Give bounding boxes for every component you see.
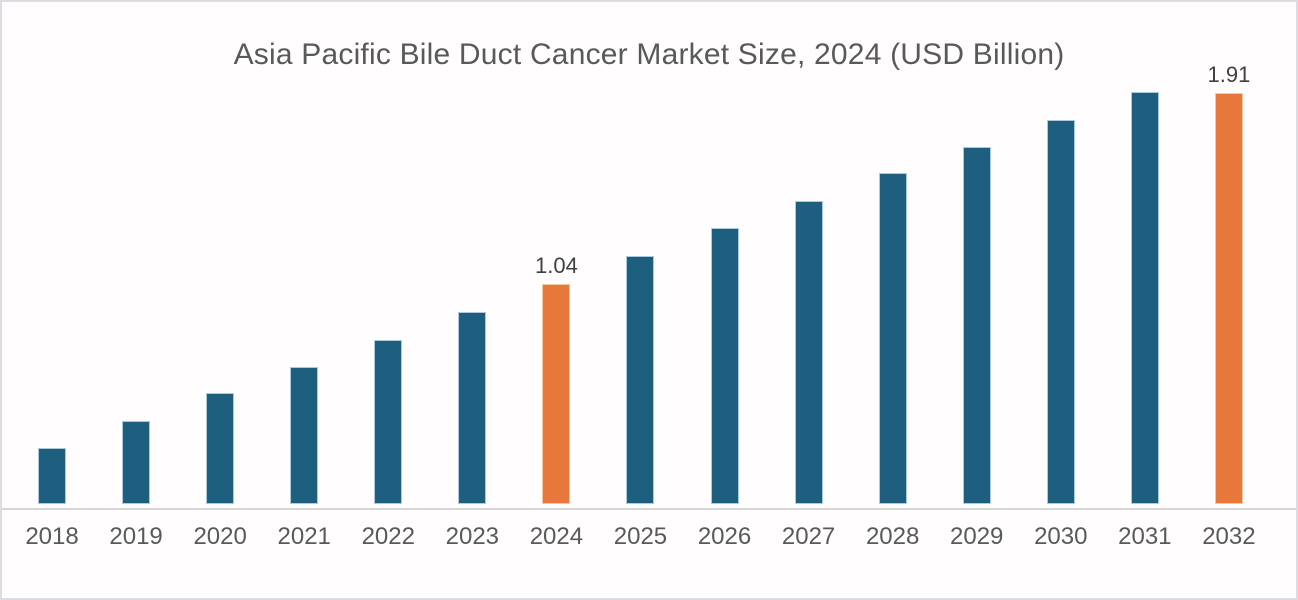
x-axis-label-2020: 2020 [193, 523, 247, 550]
bar-column-2032: 1.91 [1187, 64, 1271, 504]
bar-column-2023 [430, 64, 514, 504]
x-axis-label-2032: 2032 [1202, 523, 1256, 550]
bar-2026 [710, 228, 739, 504]
bar-2022 [374, 339, 403, 504]
bar-2031 [1130, 91, 1159, 504]
data-label-2024: 1.04 [534, 253, 578, 278]
bar-column-2028 [851, 64, 935, 504]
bar-2032 [1214, 93, 1243, 504]
bar-2030 [1046, 119, 1075, 504]
bar-2027 [794, 200, 823, 504]
bar-column-2026 [683, 64, 767, 504]
bar-column-2019 [94, 64, 178, 504]
bar-column-2029 [935, 64, 1019, 504]
data-label-2032: 1.91 [1207, 62, 1251, 87]
x-axis-label-2029: 2029 [950, 523, 1004, 550]
x-axis-label-2019: 2019 [109, 523, 163, 550]
bar-2018 [38, 448, 67, 504]
x-axis-label-2030: 2030 [1034, 523, 1088, 550]
x-axis-label-2026: 2026 [697, 523, 752, 550]
x-axis-label-2023: 2023 [445, 523, 500, 550]
bar-column-2024: 1.04 [514, 64, 598, 504]
x-axis-line [2, 508, 1296, 510]
bar-column-2030 [1019, 64, 1103, 504]
chart-title: Asia Pacific Bile Duct Cancer Market Siz… [233, 38, 1065, 71]
bar-2024 [542, 284, 571, 504]
bar-column-2025 [598, 64, 682, 504]
x-axis-label-2027: 2027 [781, 523, 836, 550]
bar-column-2027 [767, 64, 851, 504]
bar-2025 [626, 256, 655, 504]
bar-2028 [878, 172, 907, 504]
x-axis-label-2018: 2018 [25, 523, 79, 550]
bar-2029 [962, 147, 991, 504]
x-axis-label-2024: 2024 [529, 523, 584, 550]
bar-column-2031 [1103, 64, 1187, 504]
x-axis-label-2025: 2025 [613, 523, 668, 550]
x-axis-label-2021: 2021 [277, 523, 331, 550]
x-axis-labels: 2018 2019 2020 2021 2022 2023 2024 2025 2026 2027… [10, 523, 1271, 551]
bar-column-2020 [178, 64, 262, 504]
bar-column-2018 [10, 64, 94, 504]
bar-2020 [206, 392, 235, 504]
x-axis-label-2022: 2022 [361, 523, 415, 550]
bar-column-2022 [346, 64, 430, 504]
bar-2023 [458, 311, 487, 504]
bar-2021 [290, 367, 319, 504]
x-axis-label-2031: 2031 [1118, 523, 1172, 550]
bar-2019 [122, 420, 151, 504]
bar-column-2021 [262, 64, 346, 504]
plot-area: 1.04 1.91 [10, 64, 1271, 504]
x-axis-label-2028: 2028 [865, 523, 920, 550]
